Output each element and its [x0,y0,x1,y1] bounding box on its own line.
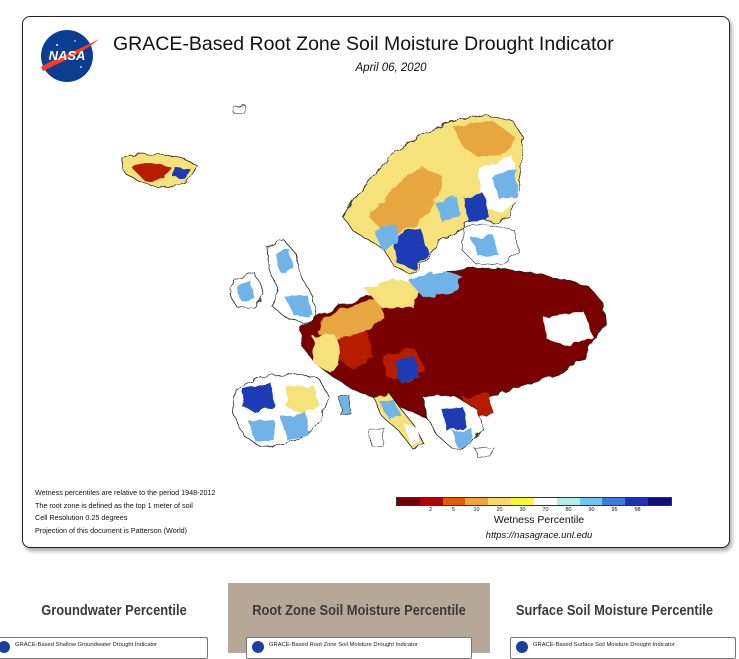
legend-swatch [511,498,534,505]
note-line: Wetness percentiles are relative to the … [35,488,216,497]
legend-tick-label: 2 [428,507,433,513]
legend-swatch [625,498,649,505]
legend-swatch [488,498,512,505]
nasa-logo-icon [0,641,10,653]
legend-title: Wetness Percentile [493,514,585,526]
legend-swatch [419,498,443,505]
legend-tick-label: 80 [565,507,572,513]
svg-text:NASA: NASA [49,48,86,63]
note-line: The root zone is defined as the top 1 me… [35,500,193,510]
drought-map-card: NASA GRACE-Based Root Zone Soil Moisture… [22,16,730,548]
legend-swatch [397,498,420,505]
iberia-region [232,372,330,448]
thumbnail-title: GRACE-Based Surface Soil Moisture Drough… [533,642,675,648]
note-line: Projection of this document is Patterson… [35,525,188,535]
legend-tick-label: 70 [542,507,549,513]
legend-swatch [556,498,580,505]
tab-thumbnail: GRACE-Based Shallow Groundwater Drought … [0,637,208,659]
map-date: April 06, 2020 [355,62,427,74]
legend-tick-label: 20 [496,507,503,513]
tab-thumbnail: GRACE-Based Surface Soil Moisture Drough… [510,637,736,659]
tab-label: Root Zone Soil Moisture Percentile [252,602,466,619]
legend-swatch [442,498,466,505]
thumbnail-title: GRACE-Based Root Zone Soil Moisture Drou… [269,642,418,648]
legend-swatch [602,498,626,505]
tab-label: Surface Soil Moisture Percentile [515,602,714,619]
map-notes: Wetness percentiles are relative to the … [35,487,215,537]
nasa-logo-icon [516,641,528,653]
legend-swatch [533,498,557,505]
legend-swatch [648,498,671,505]
nasa-logo: NASA [41,30,99,82]
tab-thumbnail: GRACE-Based Root Zone Soil Moisture Drou… [246,637,472,659]
legend-tick-label: 30 [519,507,526,513]
source-url[interactable]: https://nasagrace.unl.edu [485,530,593,541]
legend-tick-label: 10 [473,507,480,513]
note-line: Cell Resolution 0.25 degrees [35,513,128,522]
legend-tick-label: 5 [451,507,456,513]
legend-ticks: 2 5 10 20 30 70 80 90 95 98 [396,506,672,515]
wetness-legend: 2 5 10 20 30 70 80 90 95 98 Wetness Percentile ht… [396,497,672,541]
legend-tick-label: 98 [634,507,641,513]
legend-swatch [579,498,603,505]
tab-groundwater[interactable]: Groundwater Percentile GRACE-Based Shall… [0,583,228,659]
tab-root-zone[interactable]: Root Zone Soil Moisture Percentile GRACE… [228,583,490,659]
tab-surface-soil[interactable]: Surface Soil Moisture Percentile GRACE-B… [490,583,739,659]
nasa-logo-icon [252,641,264,653]
layer-tabs: Groundwater Percentile GRACE-Based Shall… [0,583,739,659]
legend-tick-label: 95 [611,507,618,513]
legend-tick-label: 90 [588,507,595,513]
map-title: GRACE-Based Root Zone Soil Moisture Drou… [113,33,614,55]
tab-label: Groundwater Percentile [41,602,187,619]
legend-swatch [465,498,489,505]
europe-drought-map [120,104,606,458]
legend-color-bar [396,497,672,506]
thumbnail-title: GRACE-Based Shallow Groundwater Drought … [15,642,158,648]
